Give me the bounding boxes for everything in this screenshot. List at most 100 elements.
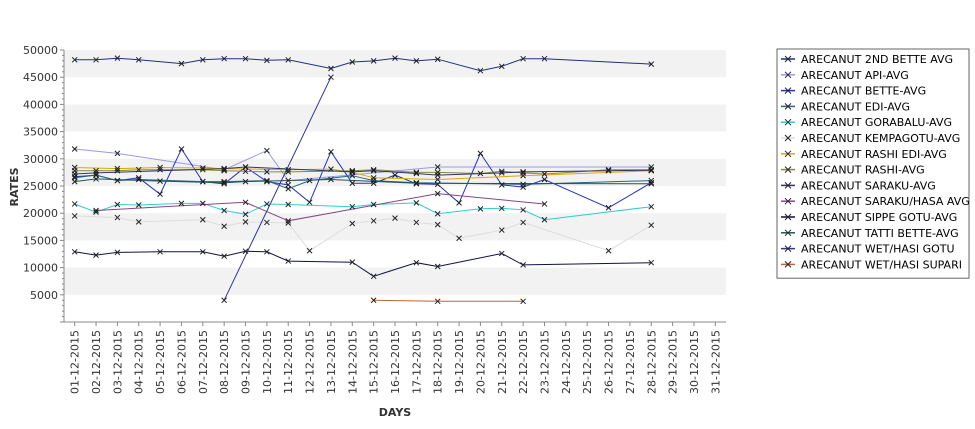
data-point <box>264 178 270 185</box>
legend-label: ARECANUT BETTE-AVG <box>801 85 926 98</box>
data-point <box>221 253 228 260</box>
data-point <box>370 167 377 174</box>
data-point <box>541 55 548 62</box>
data-point <box>135 174 142 181</box>
data-point <box>349 59 356 65</box>
data-point <box>71 171 78 177</box>
data-point <box>392 215 398 221</box>
y-tick-label: 10000 <box>23 262 58 275</box>
data-point <box>434 56 441 63</box>
legend-label: ARECANUT WET/HASI GOTU <box>801 243 955 256</box>
legend-item: ARECANUT API-AVG <box>781 69 909 82</box>
data-point <box>328 74 334 81</box>
data-point <box>93 170 99 176</box>
y-tick-label: 25000 <box>23 180 58 193</box>
data-point <box>477 170 484 177</box>
data-point <box>520 298 526 305</box>
series-line <box>223 76 332 301</box>
data-point <box>285 56 292 63</box>
data-point <box>157 248 163 255</box>
data-point <box>541 171 548 177</box>
x-tick-label: 10-12-2015 <box>261 330 274 394</box>
data-point <box>221 55 228 62</box>
data-point <box>114 150 121 157</box>
data-point <box>541 201 548 207</box>
legend-label: ARECANUT API-AVG <box>801 69 909 82</box>
data-point <box>605 247 612 254</box>
data-point <box>93 252 99 258</box>
data-point <box>242 164 249 170</box>
data-point <box>285 177 292 184</box>
data-point <box>285 169 292 175</box>
data-point <box>285 220 292 226</box>
y-tick-label: 30000 <box>23 153 58 166</box>
data-point <box>434 210 441 217</box>
x-tick-label: 30-12-2015 <box>688 330 701 394</box>
x-tick-label: 06-12-2015 <box>175 330 188 394</box>
data-point <box>349 259 356 266</box>
legend: ARECANUT 2ND BETTE AVG ARECANUT API-AVG AR… <box>776 48 970 279</box>
x-tick-label: 16-12-2015 <box>389 330 402 394</box>
data-point <box>349 167 356 174</box>
x-tick-label: 02-12-2015 <box>90 330 103 394</box>
data-point <box>498 227 505 233</box>
data-point <box>370 217 377 224</box>
data-point <box>264 177 270 184</box>
data-point <box>349 169 356 175</box>
data-point <box>221 178 228 185</box>
legend-item: ARECANUT TATTI BETTE-AVG <box>781 227 959 240</box>
x-tick-label: 12-12-2015 <box>304 330 317 394</box>
data-point <box>285 166 292 173</box>
x-tick-label: 04-12-2015 <box>133 330 146 394</box>
data-point <box>93 209 99 215</box>
data-point <box>135 176 142 183</box>
data-point <box>498 250 505 257</box>
data-point <box>199 165 206 171</box>
data-point <box>648 203 655 210</box>
legend-label: ARECANUT GORABALU-AVG <box>801 116 952 129</box>
data-point <box>135 219 142 225</box>
x-tick-labels: 01-12-2015 02-12-2015 03-12-2015 04-12-2015… <box>69 330 723 394</box>
data-point <box>434 190 441 197</box>
data-point <box>498 63 505 70</box>
data-point <box>520 219 526 226</box>
data-point <box>135 56 142 63</box>
x-tick-label: 15-12-2015 <box>368 330 381 394</box>
data-point <box>392 172 398 178</box>
legend-item: ARECANUT 2ND BETTE AVG <box>781 53 953 66</box>
x-tick-label: 20-12-2015 <box>474 330 487 394</box>
data-point <box>434 263 441 270</box>
data-point <box>199 200 206 207</box>
data-point <box>328 176 334 183</box>
x-tick-label: 26-12-2015 <box>603 330 616 394</box>
data-point <box>477 205 484 212</box>
x-tick-label: 25-12-2015 <box>581 330 594 394</box>
data-point <box>498 182 505 188</box>
data-point <box>434 164 441 170</box>
legend-label: ARECANUT SIPPE GOTU-AVG <box>801 211 957 224</box>
data-point <box>370 166 377 173</box>
data-point <box>285 217 292 224</box>
y-tick-label: 50000 <box>23 44 58 57</box>
legend-label: ARECANUT KEMPAGOTU-AVG <box>801 132 960 145</box>
legend-item: ARECANUT BETTE-AVG <box>781 85 926 98</box>
grid-band <box>64 50 726 78</box>
y-tick-label: 35000 <box>23 126 58 139</box>
data-point <box>541 176 548 183</box>
grid-band <box>64 213 726 241</box>
data-point <box>178 200 185 207</box>
data-point <box>264 248 270 255</box>
series-line <box>74 166 652 181</box>
data-point <box>520 207 526 213</box>
legend-label: ARECANUT SARAKU-AVG <box>801 179 936 192</box>
legend-label: ARECANUT TATTI BETTE-AVG <box>801 227 959 240</box>
x-tick-label: 01-12-2015 <box>69 330 82 394</box>
data-point <box>285 258 292 264</box>
data-point <box>264 219 270 226</box>
data-point <box>520 169 526 175</box>
grid-band <box>64 267 726 295</box>
data-point <box>370 58 377 64</box>
x-tick-label: 18-12-2015 <box>432 330 445 394</box>
data-point <box>221 167 228 174</box>
series-line <box>74 178 652 185</box>
